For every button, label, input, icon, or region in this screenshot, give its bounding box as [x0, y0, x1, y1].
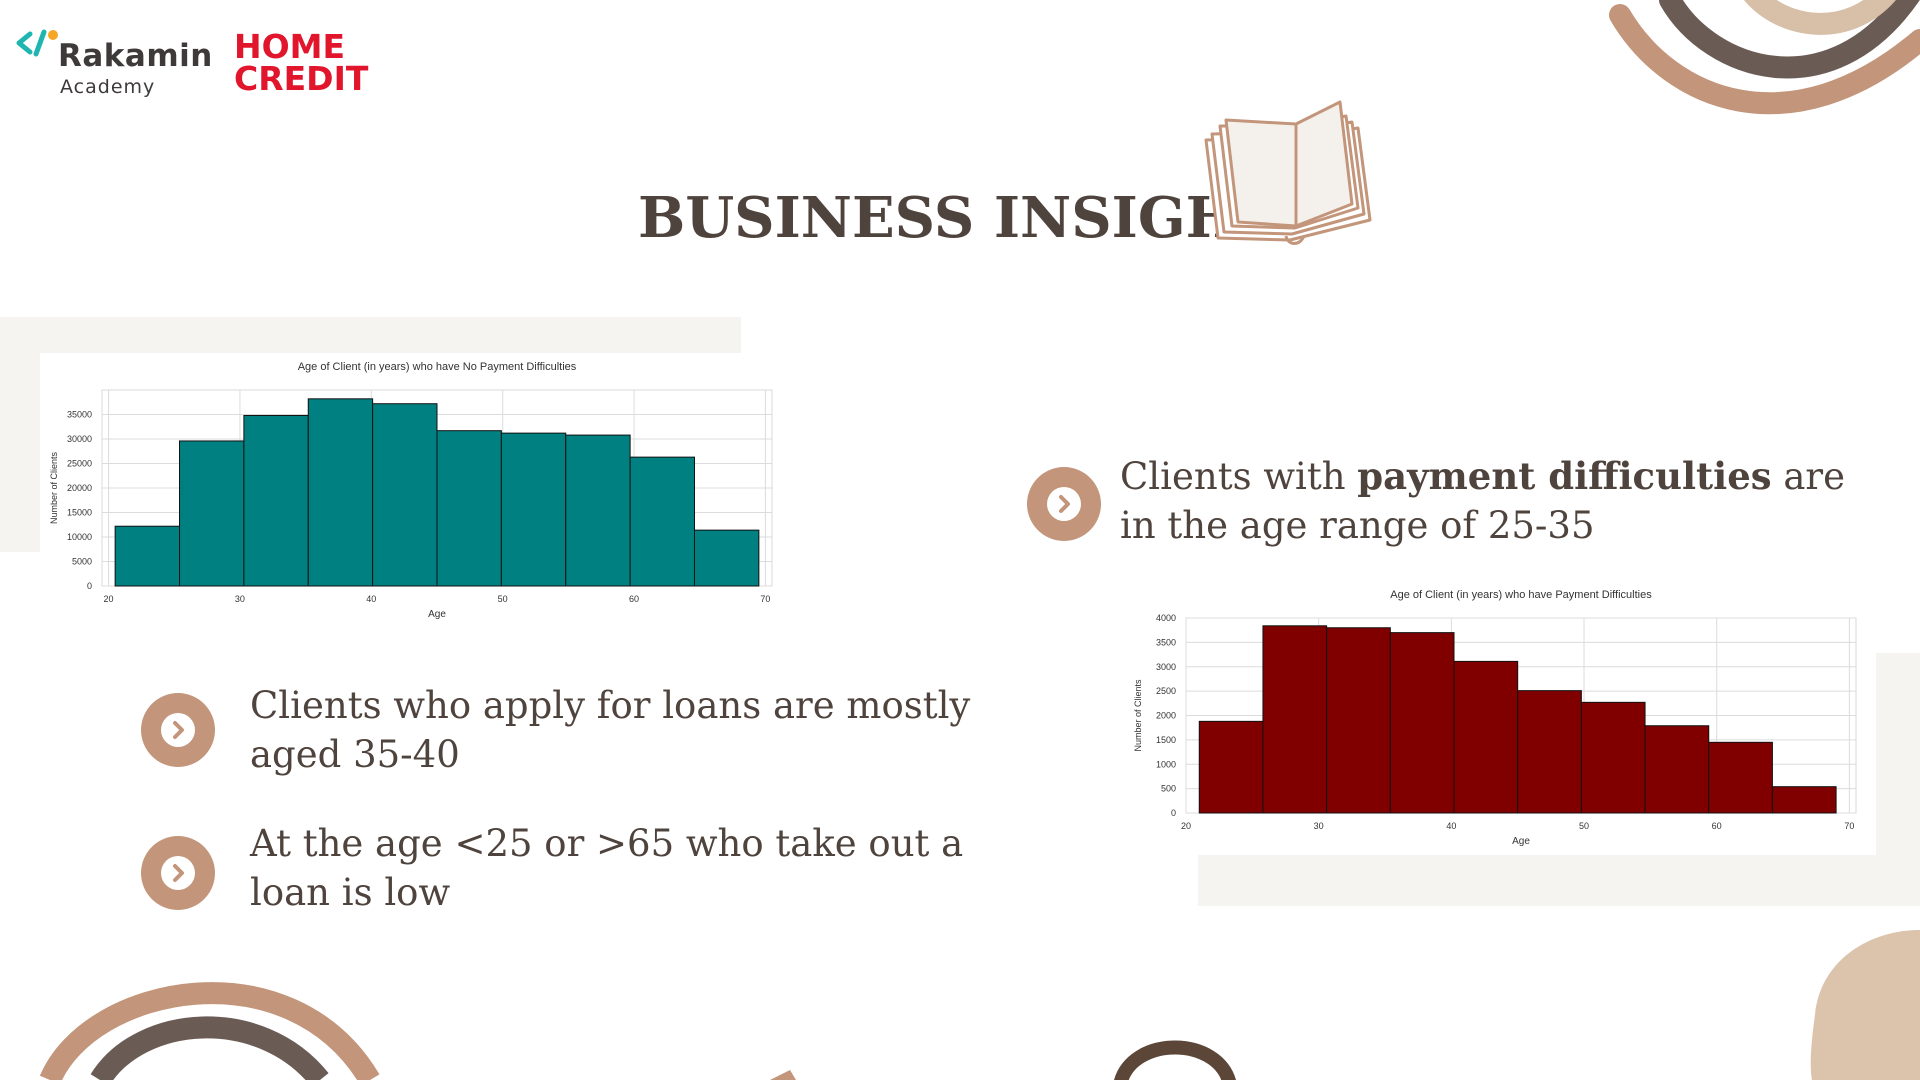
chart-1-bar: [114, 525, 181, 587]
bullet-1-bold: payment difficulties: [1357, 454, 1772, 498]
decorative-arcs-top-right: [1609, 0, 1920, 115]
bullet-text-3: At the age <25 or >65 who take out a loa…: [250, 819, 963, 917]
chart-1-bar: [372, 403, 438, 587]
chart-1-ytick-label: 10000: [67, 532, 92, 542]
chart-1-ytick-label: 0: [87, 581, 92, 591]
chart-1-xtick-label: 20: [104, 594, 114, 604]
chart-2-ytick-label: 0: [1171, 808, 1176, 818]
bullet-text-2: Clients who apply for loans are mostly a…: [250, 681, 970, 779]
chevron-right-icon: [1059, 495, 1070, 513]
chart-1-bar: [629, 456, 695, 587]
chart-2-ytick-label: 3500: [1156, 637, 1176, 647]
decorative-corner-bottom: [770, 1070, 796, 1080]
chart-1-bar: [436, 430, 502, 587]
chart-2-xtick-label: 50: [1579, 821, 1589, 831]
chart-1-ylabel: Number of Clients: [49, 451, 59, 524]
chart-1-ytick-label: 5000: [72, 557, 92, 567]
chevron-right-icon: [173, 864, 184, 882]
chart-1-ytick-label: 25000: [67, 459, 92, 469]
home-credit-home: HOME: [234, 27, 346, 66]
home-credit-logo: HOME CREDIT: [234, 30, 384, 98]
bullet-3-line2: loan is low: [250, 871, 451, 914]
chart-2-bar: [1453, 660, 1519, 814]
rakamin-academy-logo: Rakamin Academy: [16, 28, 226, 102]
chart-2-bar: [1517, 690, 1582, 814]
chart-1-xtick-label: 40: [366, 594, 376, 604]
chart-1-xtick-label: 50: [498, 594, 508, 604]
chart-2-svg: Age of Client (in years) who have Paymen…: [1133, 589, 1857, 847]
chart-1-ytick-label: 30000: [67, 434, 92, 444]
chart-1-ytick-label: 20000: [67, 483, 92, 493]
chart-2-ytick-label: 2000: [1156, 711, 1176, 721]
rakamin-subtitle: Academy: [60, 76, 156, 98]
rakamin-wordmark: Rakamin: [58, 38, 213, 74]
rakamin-mark-icon: [16, 29, 58, 57]
chart-2-xtick-label: 70: [1844, 821, 1854, 831]
chart-1-svg: Age of Client (in years) who have No Pay…: [49, 361, 773, 620]
chart-2-ytick-label: 1000: [1156, 759, 1176, 769]
chart-payment-difficulties: Age of Client (in years) who have Paymen…: [1126, 580, 1876, 855]
chart-2-ytick-label: 2500: [1156, 686, 1176, 696]
chart-2-bar: [1389, 632, 1455, 814]
chart-2-bar: [1198, 720, 1264, 814]
chart-1-bar: [179, 440, 245, 587]
chart-2-ytick-label: 500: [1161, 784, 1176, 794]
chart-1-xtick-label: 30: [235, 594, 245, 604]
bullet-3-line1: At the age <25 or >65 who take out a: [250, 822, 964, 865]
chart-2-xtick-label: 20: [1181, 821, 1191, 831]
decorative-arcs-bottom-left: [39, 982, 380, 1080]
chart-2-bar: [1644, 725, 1710, 814]
bullet-text-1: Clients with payment difficulties are in…: [1120, 452, 1845, 550]
decorative-blob-bottom-right: [1810, 930, 1920, 1080]
chart-2-ytick-label: 3000: [1156, 662, 1176, 672]
chevron-right-icon: [173, 721, 184, 739]
chart-2-bar: [1326, 627, 1391, 814]
home-credit-credit: CREDIT: [234, 59, 369, 98]
chart-1-bar: [307, 398, 374, 587]
chart-1-ytick-label: 15000: [67, 508, 92, 518]
chart-2-bar: [1708, 741, 1773, 814]
chart-1-title: Age of Client (in years) who have No Pay…: [298, 361, 577, 373]
chart-1-bar: [243, 414, 309, 587]
chart-1-bar: [693, 529, 760, 587]
chart-1-ytick-label: 35000: [67, 410, 92, 420]
chart-2-xlabel: Age: [1512, 836, 1530, 847]
chart-2-ytick-label: 4000: [1156, 613, 1176, 623]
bullet-1-post: are: [1771, 455, 1845, 498]
chart-2-ylabel: Number of Clients: [1133, 679, 1143, 752]
chart-2-ytick-label: 1500: [1156, 735, 1176, 745]
bullet-icon-1: [1027, 467, 1101, 541]
chart-2-xtick-label: 40: [1446, 821, 1456, 831]
chart-2-title: Age of Client (in years) who have Paymen…: [1390, 589, 1652, 601]
bullet-1-pre: Clients with: [1120, 455, 1358, 498]
bullet-2-line1: Clients who apply for loans are mostly: [250, 684, 971, 727]
chart-1-xlabel: Age: [428, 609, 446, 620]
bullet-2-line2: aged 35-40: [250, 733, 460, 776]
chart-1-bar: [565, 434, 631, 587]
chart-1-xtick-label: 70: [760, 594, 770, 604]
chart-1-xtick-label: 60: [629, 594, 639, 604]
chart-2-bar: [1771, 786, 1837, 814]
chart-2-bar: [1580, 701, 1646, 814]
open-book-icon: [1204, 100, 1372, 245]
bullet-1-line2: in the age range of 25-35: [1120, 504, 1595, 547]
decorative-arc-bottom-center: [1114, 1040, 1236, 1080]
chart-2-bar: [1262, 625, 1328, 814]
chart-no-payment-difficulties: Age of Client (in years) who have No Pay…: [40, 353, 780, 625]
chart-2-xtick-label: 30: [1314, 821, 1324, 831]
bullet-icon-3: [141, 836, 215, 910]
chart-1-bar: [500, 432, 567, 587]
bullet-icon-2: [141, 693, 215, 767]
chart-2-xtick-label: 60: [1712, 821, 1722, 831]
page-title: BUSINESS INSIGHT: [638, 185, 1281, 251]
